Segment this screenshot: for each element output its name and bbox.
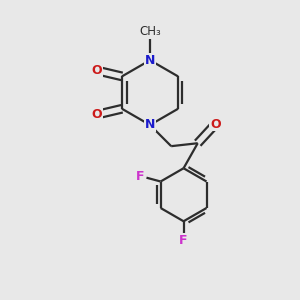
Text: N: N [145, 54, 155, 67]
Text: N: N [145, 118, 155, 131]
Text: F: F [136, 170, 145, 183]
Text: CH₃: CH₃ [139, 25, 161, 38]
Text: O: O [92, 108, 102, 121]
Text: O: O [210, 118, 221, 130]
Text: F: F [179, 234, 188, 247]
Text: O: O [92, 64, 102, 77]
